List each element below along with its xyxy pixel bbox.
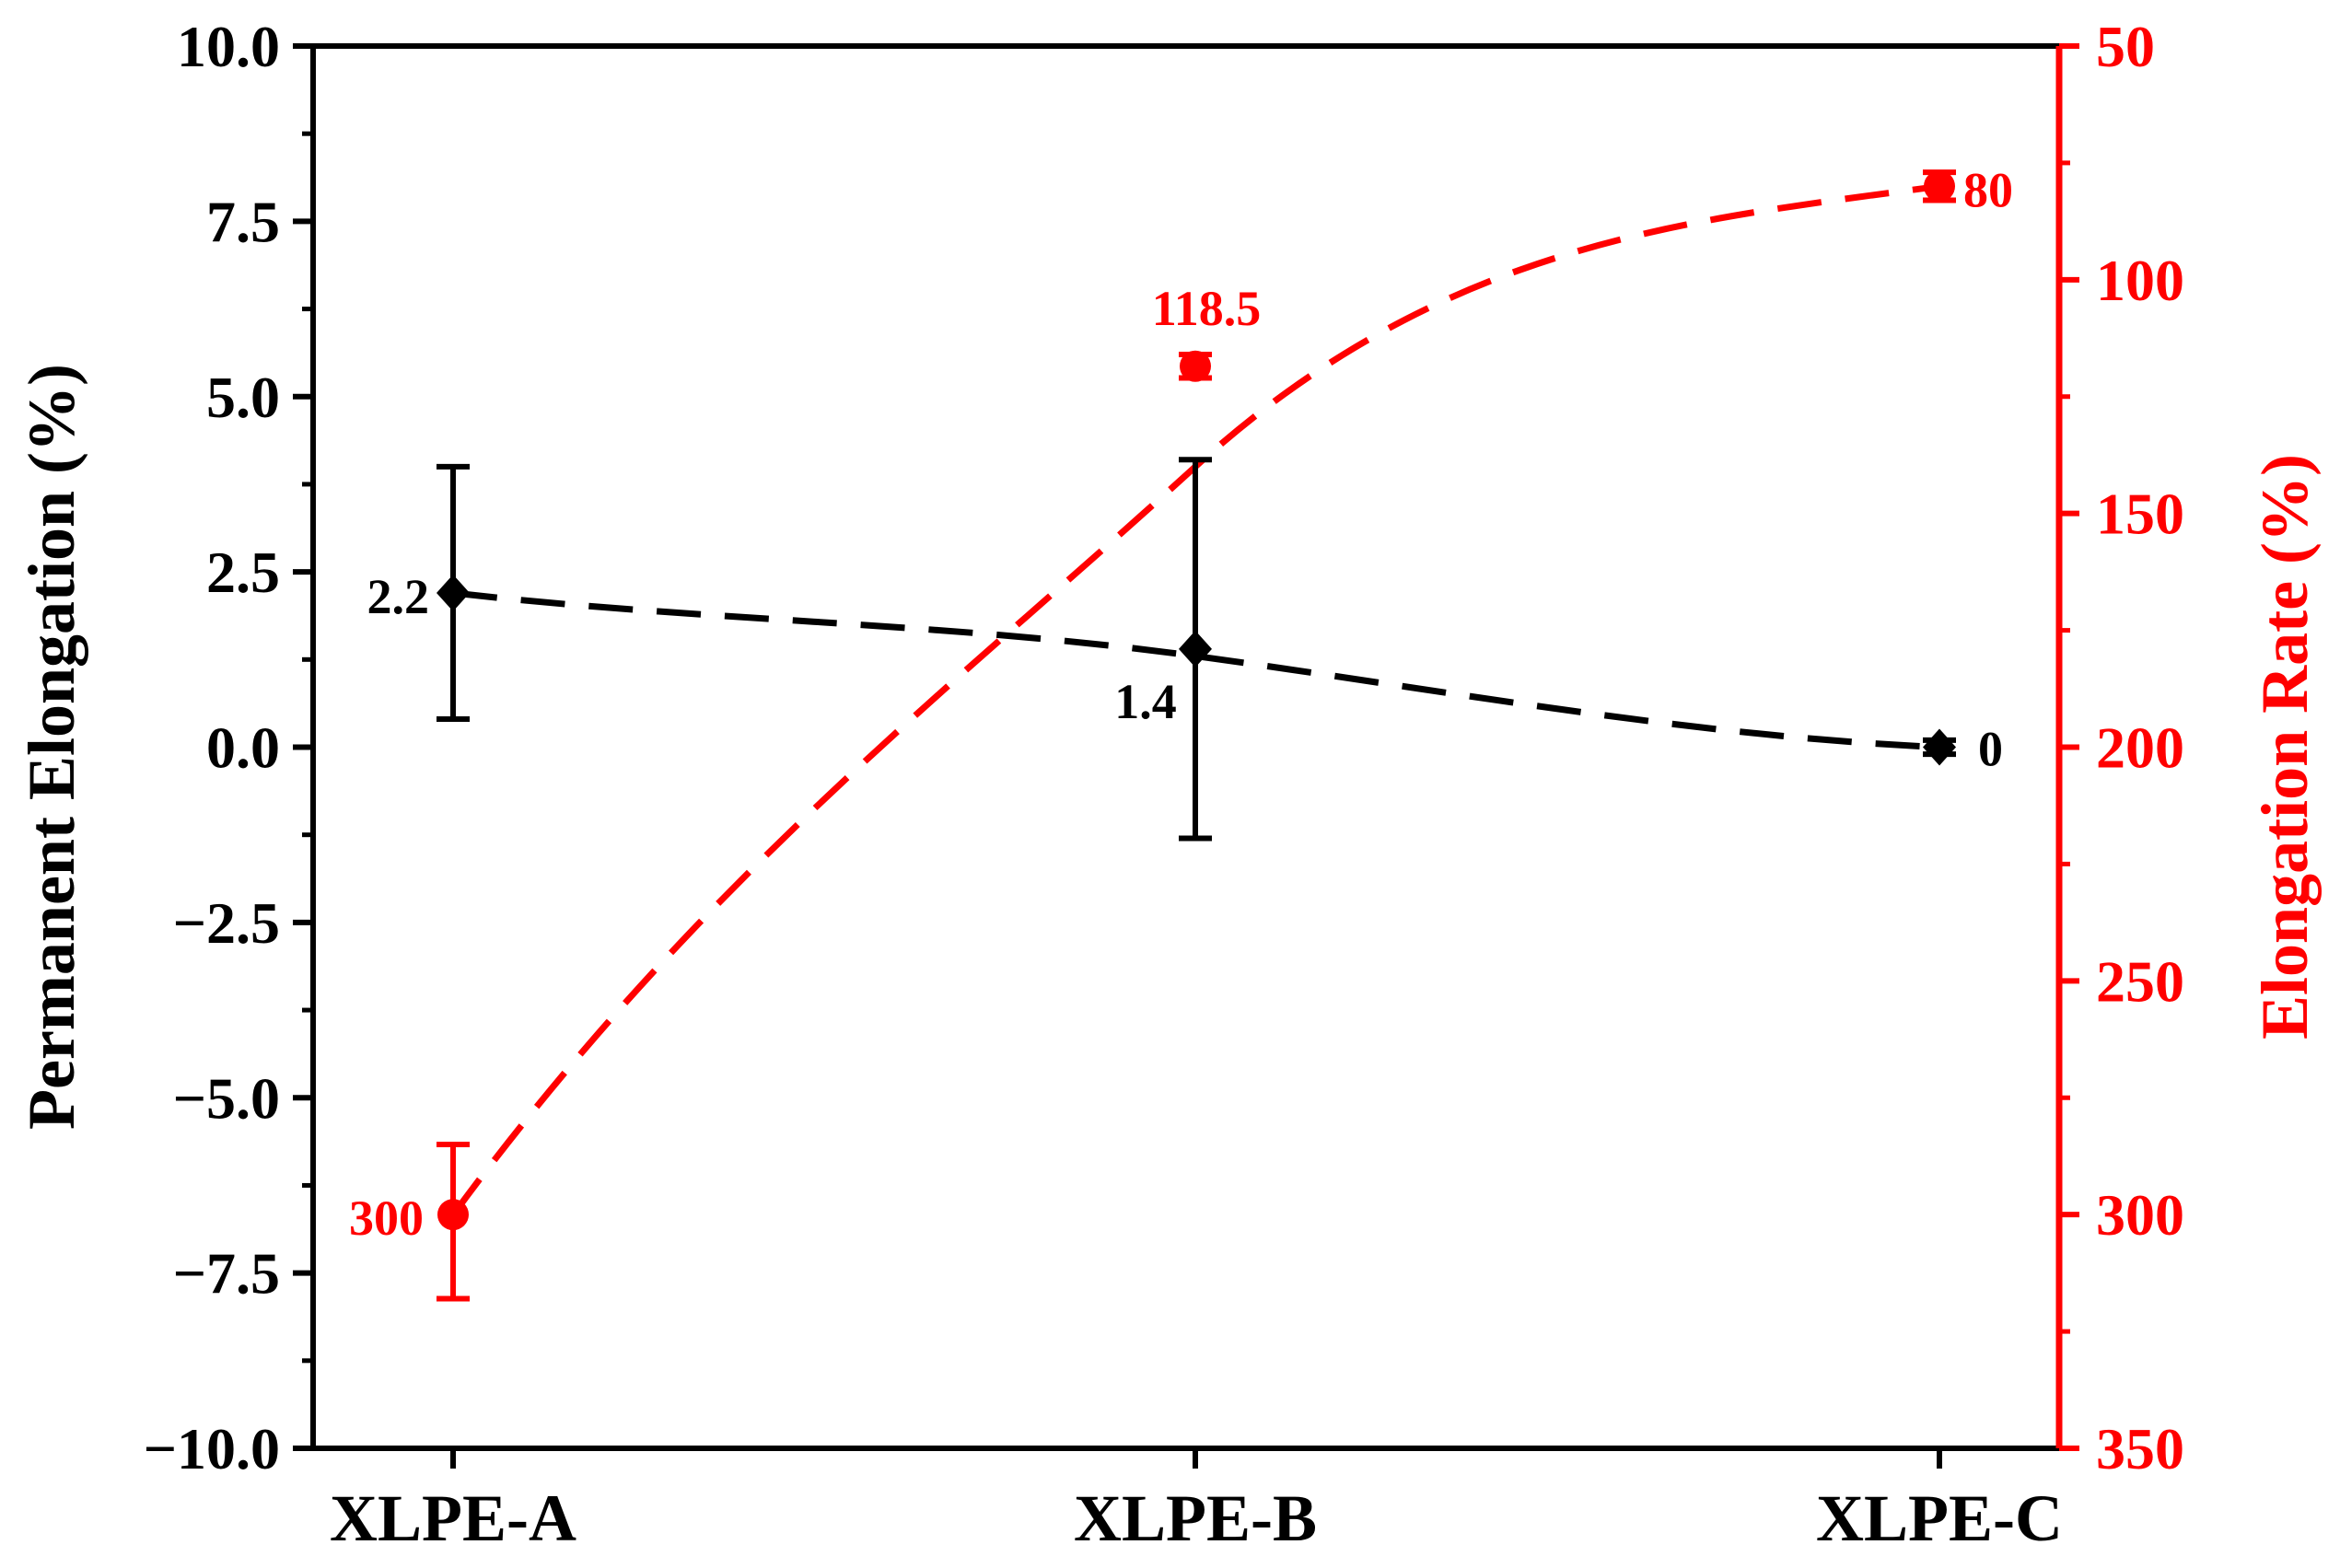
- data-label: 2.2: [367, 569, 430, 624]
- circle-marker: [1180, 350, 1211, 382]
- data-label: 118.5: [1152, 281, 1262, 336]
- x-tick-label: XLPE-B: [1074, 1481, 1317, 1555]
- x-axis: XLPE-A XLPE-B XLPE-C: [330, 1448, 2063, 1555]
- data-label: 80: [1963, 162, 2013, 217]
- left-axis: 10.0 7.5 5.0 2.5 0.0 −2.5 −5.0 −7.5 −10.0: [144, 14, 313, 1481]
- right-tick-label: 300: [2096, 1182, 2184, 1248]
- right-axis-title: Elongation Rate (%): [2248, 454, 2322, 1040]
- right-tick-label: 100: [2096, 248, 2184, 313]
- data-label: 1.4: [1114, 674, 1177, 729]
- data-label: 0: [1978, 722, 2003, 777]
- fit-line-left: [452, 589, 1940, 750]
- left-tick-label: −5.0: [173, 1065, 280, 1131]
- diamond-marker: [1179, 630, 1212, 668]
- left-tick-label: −10.0: [144, 1416, 280, 1481]
- diamond-marker: [437, 574, 470, 611]
- left-tick-label: 10.0: [177, 14, 280, 79]
- x-tick-label: XLPE-C: [1816, 1481, 2063, 1555]
- right-tick-label: 250: [2096, 948, 2184, 1014]
- right-axis: 50 100 150 200 250 300 350: [2059, 14, 2184, 1481]
- fit-lines: [450, 182, 1940, 1217]
- data-markers: [437, 170, 1956, 1231]
- circle-marker: [437, 1199, 469, 1231]
- right-tick-label: 350: [2096, 1416, 2184, 1481]
- right-tick-label: 200: [2096, 715, 2184, 781]
- x-tick-label: XLPE-A: [330, 1481, 576, 1555]
- fit-line-right: [450, 182, 1940, 1217]
- data-labels: 2.2 1.4 0 300 118.5 80: [349, 162, 2013, 1246]
- circle-marker: [1924, 170, 1955, 203]
- left-axis-title: Permanent Elongation (%): [15, 364, 88, 1130]
- diamond-marker: [1923, 728, 1956, 766]
- right-tick-label: 50: [2096, 14, 2155, 79]
- left-tick-label: 2.5: [206, 540, 280, 605]
- left-tick-label: 5.0: [206, 365, 280, 430]
- right-tick-label: 150: [2096, 482, 2184, 547]
- data-label: 300: [349, 1191, 424, 1246]
- left-tick-label: −7.5: [173, 1241, 280, 1307]
- left-tick-label: 0.0: [206, 715, 280, 781]
- left-tick-label: −2.5: [173, 890, 280, 956]
- left-tick-label: 7.5: [206, 189, 280, 254]
